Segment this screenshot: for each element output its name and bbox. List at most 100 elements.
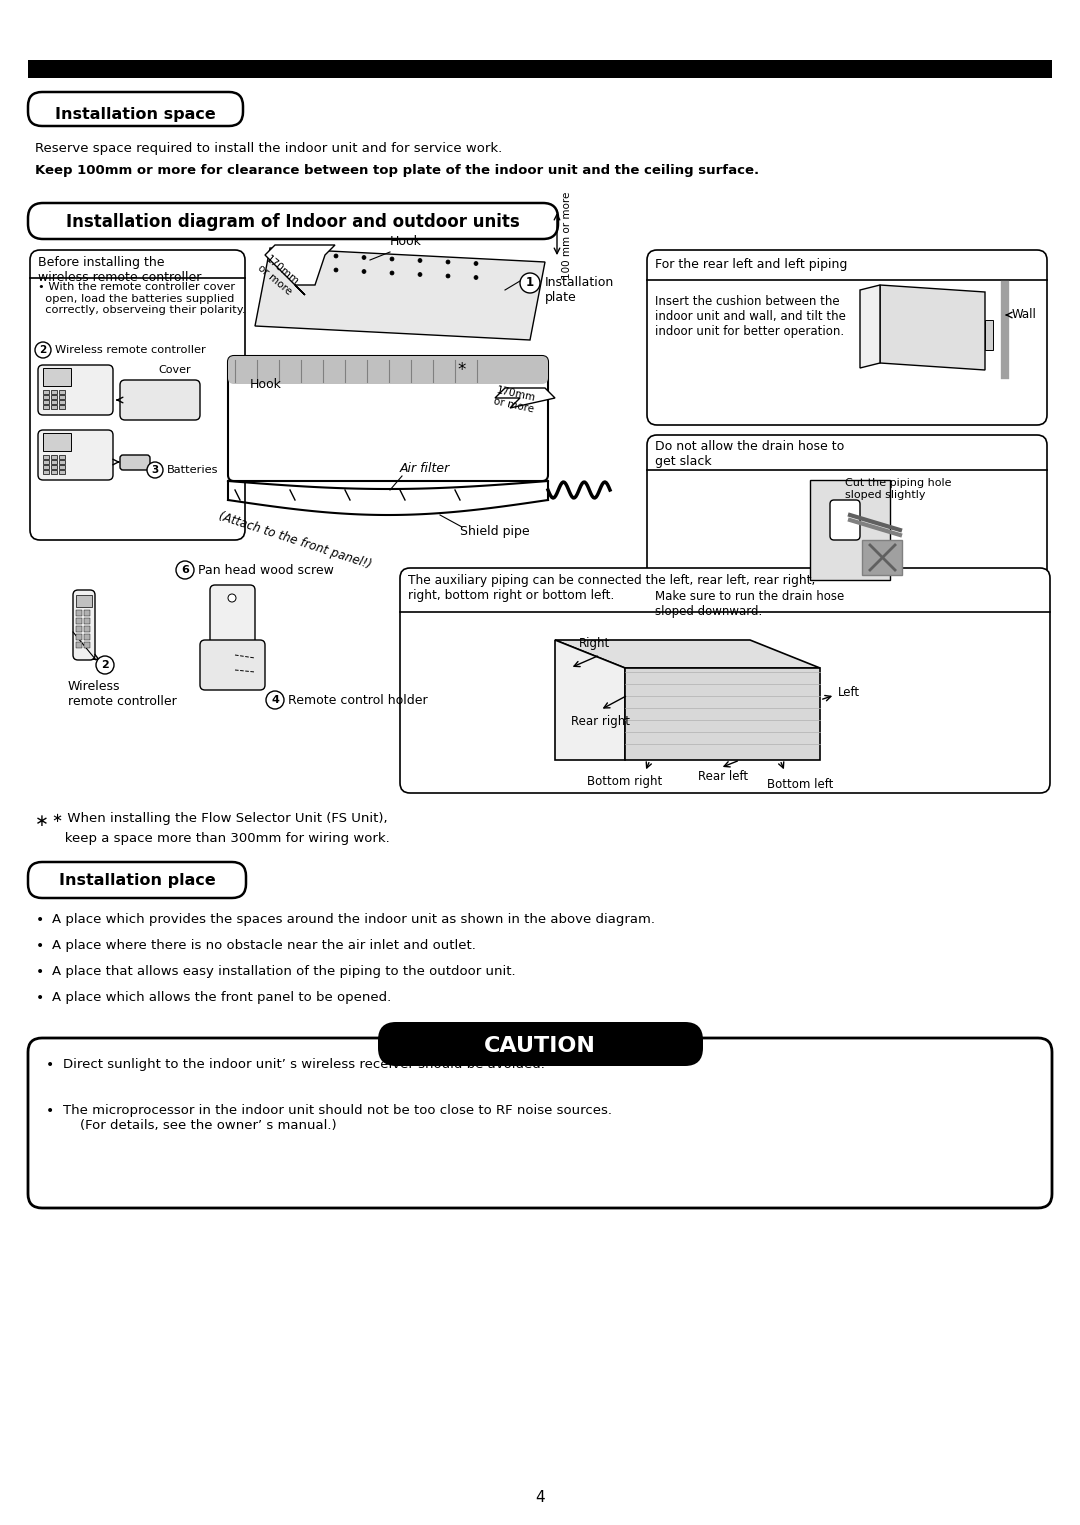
Bar <box>76 595 92 607</box>
Bar <box>59 390 65 393</box>
Text: ∗: ∗ <box>35 811 49 830</box>
Bar <box>51 395 57 400</box>
Circle shape <box>390 258 394 261</box>
Text: Wall: Wall <box>1012 308 1037 322</box>
Text: The microprocessor in the indoor unit should not be too close to RF noise source: The microprocessor in the indoor unit sh… <box>63 1104 612 1132</box>
Text: Keep 100mm or more for clearance between top plate of the indoor unit and the ce: Keep 100mm or more for clearance between… <box>35 165 759 177</box>
Text: Shield pipe: Shield pipe <box>460 525 529 538</box>
Circle shape <box>96 656 114 674</box>
Text: •: • <box>36 913 44 927</box>
Polygon shape <box>495 387 555 409</box>
Text: 170mm
or more: 170mm or more <box>492 386 537 415</box>
FancyBboxPatch shape <box>120 454 150 470</box>
Text: Bottom right: Bottom right <box>588 775 663 788</box>
Text: Installation
plate: Installation plate <box>545 276 615 303</box>
Bar <box>43 470 49 474</box>
FancyBboxPatch shape <box>73 590 95 660</box>
FancyBboxPatch shape <box>647 435 1047 634</box>
Circle shape <box>278 252 282 255</box>
Text: Wireless remote controller: Wireless remote controller <box>55 345 206 355</box>
Text: 4: 4 <box>536 1490 544 1505</box>
Text: Bottom left: Bottom left <box>767 778 833 791</box>
Text: Right: Right <box>579 637 610 650</box>
FancyBboxPatch shape <box>400 567 1050 793</box>
Bar <box>43 465 49 470</box>
FancyBboxPatch shape <box>38 364 113 415</box>
Bar <box>59 400 65 404</box>
Bar <box>43 395 49 400</box>
Text: keep a space more than 300mm for wiring work.: keep a space more than 300mm for wiring … <box>52 833 390 845</box>
Bar <box>43 368 71 386</box>
FancyBboxPatch shape <box>831 500 860 540</box>
Text: •: • <box>45 1104 54 1118</box>
Bar <box>59 461 65 464</box>
Circle shape <box>176 561 194 580</box>
Circle shape <box>334 255 338 258</box>
Text: 100 mm or more: 100 mm or more <box>562 191 572 279</box>
Bar <box>43 390 49 393</box>
Polygon shape <box>265 246 335 294</box>
Circle shape <box>519 273 540 293</box>
Text: Rear left: Rear left <box>698 770 748 782</box>
Bar <box>43 406 49 409</box>
FancyBboxPatch shape <box>200 640 265 689</box>
FancyBboxPatch shape <box>228 355 548 480</box>
Bar <box>84 618 90 624</box>
Bar <box>51 470 57 474</box>
Text: Before installing the
wireless remote controller: Before installing the wireless remote co… <box>38 256 201 284</box>
Bar <box>59 406 65 409</box>
Bar <box>76 625 82 631</box>
Bar <box>985 320 993 351</box>
Bar <box>59 454 65 459</box>
Bar <box>59 465 65 470</box>
Text: A place where there is no obstacle near the air inlet and outlet.: A place where there is no obstacle near … <box>52 939 476 952</box>
Circle shape <box>418 273 422 276</box>
Text: • With the remote controller cover
  open, load the batteries supplied
  correct: • With the remote controller cover open,… <box>38 282 245 316</box>
Text: (Attach to the front panel!): (Attach to the front panel!) <box>217 509 373 572</box>
Text: •: • <box>45 1058 54 1072</box>
Bar <box>76 642 82 648</box>
Bar <box>76 610 82 616</box>
Text: Reserve space required to install the indoor unit and for service work.: Reserve space required to install the in… <box>35 142 502 156</box>
Text: Installation space: Installation space <box>55 107 215 122</box>
FancyBboxPatch shape <box>28 1039 1052 1208</box>
Text: Wireless
remote controller: Wireless remote controller <box>68 680 177 708</box>
Text: 3: 3 <box>151 465 159 474</box>
Text: 1: 1 <box>526 276 535 290</box>
Text: Rear right: Rear right <box>570 715 630 727</box>
Bar <box>28 59 1052 78</box>
Text: A place which allows the front panel to be opened.: A place which allows the front panel to … <box>52 991 391 1003</box>
FancyBboxPatch shape <box>647 250 1047 425</box>
Circle shape <box>334 268 338 271</box>
Text: 170mm
or more: 170mm or more <box>255 253 300 296</box>
Text: •: • <box>36 965 44 979</box>
Bar <box>43 461 49 464</box>
Text: 2: 2 <box>39 345 46 355</box>
Text: Do not allow the drain hose to
get slack: Do not allow the drain hose to get slack <box>654 441 845 468</box>
FancyBboxPatch shape <box>210 586 255 656</box>
FancyBboxPatch shape <box>28 862 246 898</box>
Polygon shape <box>625 668 820 759</box>
Bar <box>862 540 902 575</box>
Polygon shape <box>255 249 545 340</box>
Bar <box>51 465 57 470</box>
Circle shape <box>35 342 51 358</box>
Text: A place which provides the spaces around the indoor unit as shown in the above d: A place which provides the spaces around… <box>52 913 654 926</box>
FancyBboxPatch shape <box>38 430 113 480</box>
Text: Hook: Hook <box>249 378 282 390</box>
Text: Installation diagram of Indoor and outdoor units: Installation diagram of Indoor and outdo… <box>66 214 519 230</box>
Text: Left: Left <box>838 686 860 700</box>
Polygon shape <box>860 285 880 368</box>
Bar <box>84 610 90 616</box>
Text: CAUTION: CAUTION <box>484 1035 596 1055</box>
FancyBboxPatch shape <box>378 1022 703 1066</box>
Bar <box>84 625 90 631</box>
Bar <box>51 454 57 459</box>
Bar <box>59 470 65 474</box>
Circle shape <box>228 595 237 602</box>
Text: Installation place: Installation place <box>58 874 215 889</box>
Circle shape <box>147 462 163 477</box>
Circle shape <box>474 261 478 265</box>
Circle shape <box>418 259 422 262</box>
Polygon shape <box>880 285 985 371</box>
